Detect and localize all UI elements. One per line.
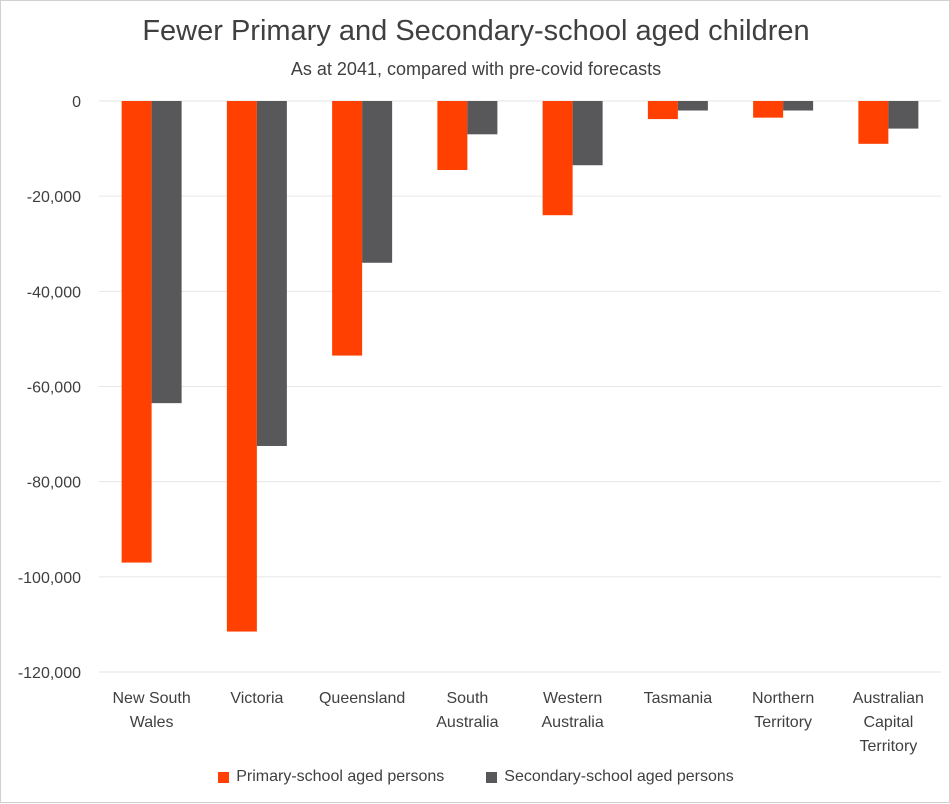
y-tick-label: -120,000: [18, 665, 81, 682]
chart-legend: Primary-school aged persons Secondary-sc…: [1, 768, 950, 786]
y-tick-label: -80,000: [27, 475, 81, 492]
legend-swatch-secondary: [486, 771, 498, 783]
y-tick-label: 0: [72, 94, 81, 111]
bar-primary: [542, 101, 573, 216]
bar-primary: [121, 101, 152, 563]
y-tick-label: -20,000: [27, 189, 81, 206]
bar-primary: [753, 101, 784, 118]
legend-label-secondary: Secondary-school aged persons: [504, 768, 734, 785]
x-tick-label: South Australia: [436, 690, 498, 731]
x-tick-label: Australian Capital Territory: [853, 690, 924, 755]
x-tick-label: New South Wales: [112, 690, 190, 731]
legend-label-primary: Primary-school aged persons: [236, 768, 445, 785]
bar-secondary: [783, 101, 814, 111]
bar-secondary: [572, 101, 603, 166]
x-tick-label: Northern Territory: [752, 690, 814, 731]
y-tick-label: -100,000: [18, 570, 81, 587]
bar-primary: [226, 101, 257, 632]
x-tick-label: Victoria: [230, 690, 283, 707]
legend-item-secondary: Secondary-school aged persons: [486, 768, 734, 786]
legend-swatch-primary: [218, 771, 230, 783]
y-tick-label: -40,000: [27, 284, 81, 301]
bar-primary: [437, 101, 468, 170]
bar-primary: [858, 101, 889, 144]
chart-subtitle: As at 2041, compared with pre-covid fore…: [290, 59, 662, 79]
y-tick-label: -60,000: [27, 380, 81, 397]
chart-title: Fewer Primary and Secondary-school aged …: [142, 15, 810, 47]
bar-secondary: [888, 101, 919, 129]
x-tick-label: Queensland: [319, 690, 405, 707]
x-tick-label: Tasmania: [644, 690, 713, 707]
bar-secondary: [467, 101, 498, 135]
bar-secondary: [362, 101, 393, 263]
bar-secondary: [677, 101, 708, 111]
legend-item-primary: Primary-school aged persons: [218, 768, 444, 786]
bar-primary: [332, 101, 363, 356]
bar-primary: [647, 101, 678, 120]
bar-secondary: [256, 101, 287, 446]
bar-secondary: [151, 101, 182, 404]
x-tick-label: Western Australia: [542, 690, 604, 731]
